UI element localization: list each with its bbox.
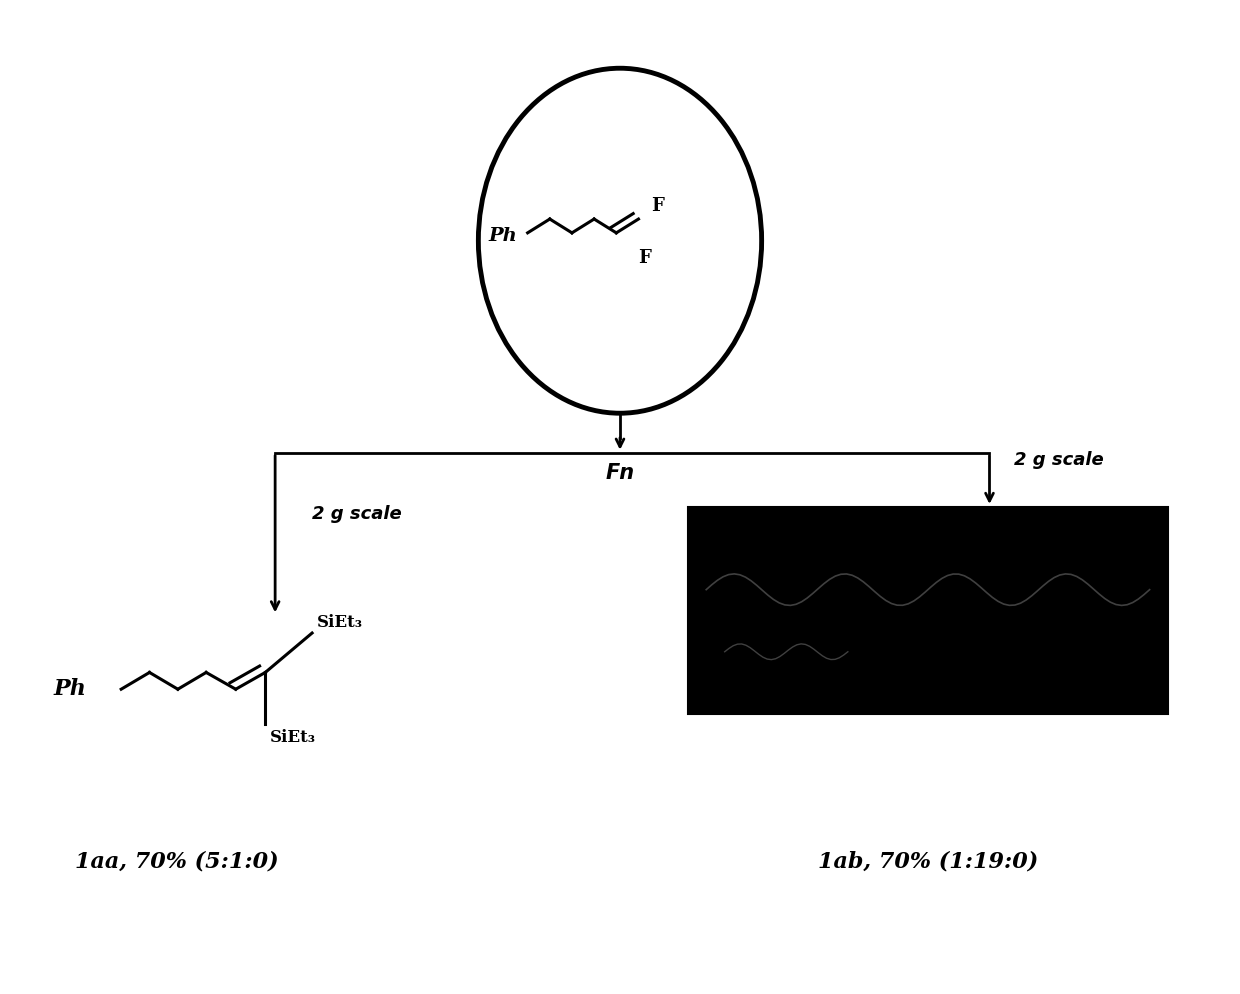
Text: Fn: Fn <box>605 462 635 482</box>
Text: F: F <box>651 197 663 215</box>
Text: 1ab, 70% (1:19:0): 1ab, 70% (1:19:0) <box>818 851 1038 873</box>
Text: 2 g scale: 2 g scale <box>1014 451 1104 469</box>
Text: Ph: Ph <box>53 678 87 700</box>
Text: 1aa, 70% (5:1:0): 1aa, 70% (5:1:0) <box>74 851 279 873</box>
Text: F: F <box>639 248 651 266</box>
Text: SiEt₃: SiEt₃ <box>270 729 316 746</box>
Text: SiEt₃: SiEt₃ <box>317 614 363 631</box>
Text: 2 g scale: 2 g scale <box>312 505 402 523</box>
Bar <box>688 507 1168 714</box>
Text: Ph: Ph <box>489 227 517 245</box>
